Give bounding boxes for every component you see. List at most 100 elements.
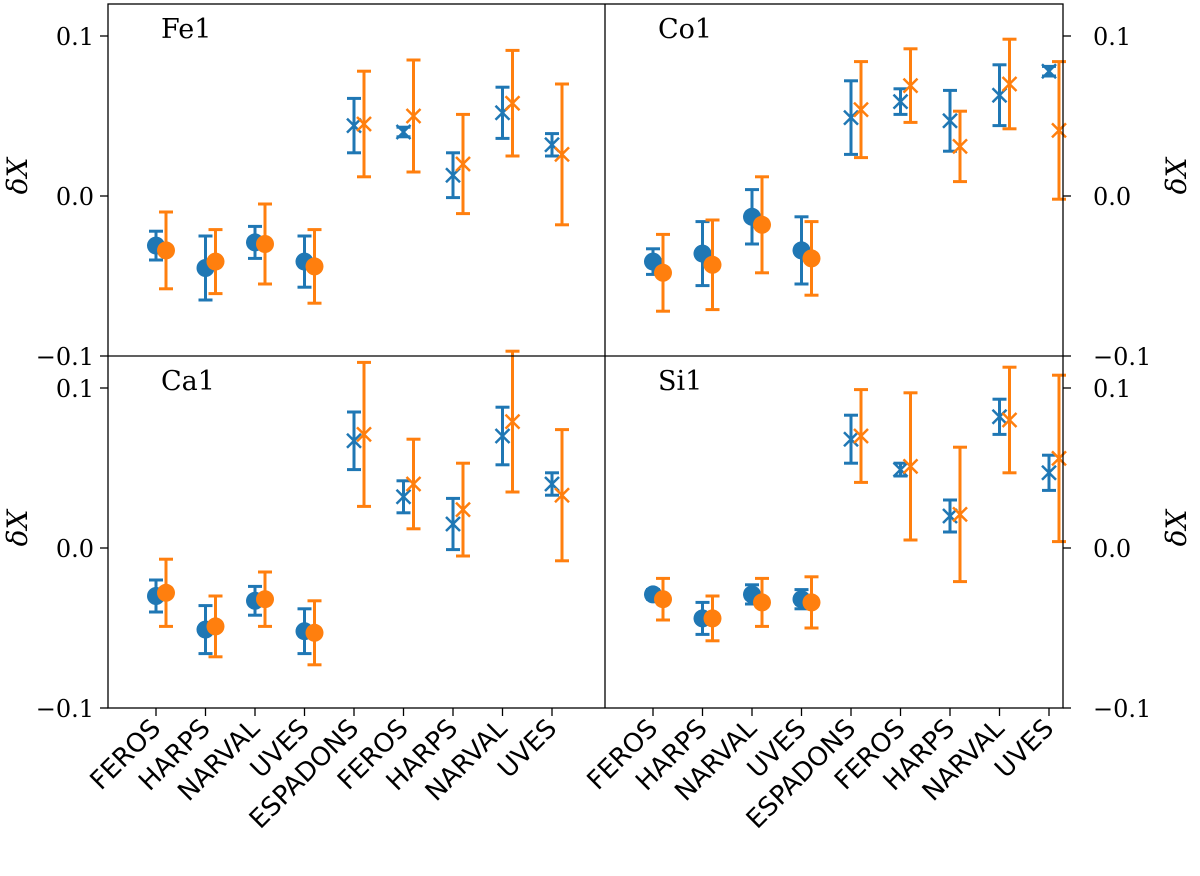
cross-marker-b <box>1041 63 1057 80</box>
circle-marker <box>802 593 821 612</box>
cross-marker-b <box>395 124 412 140</box>
y-axis-label-right: δX <box>1160 157 1193 195</box>
data-point <box>802 575 821 630</box>
cross-marker-b <box>504 413 521 430</box>
data-point <box>991 63 1008 128</box>
cross-marker-b <box>892 461 909 478</box>
cross-marker-b <box>991 408 1008 425</box>
data-point <box>654 232 672 313</box>
data-point <box>902 391 919 542</box>
cross-marker-b <box>346 117 362 134</box>
data-point <box>703 594 722 643</box>
circle-marker <box>305 623 324 642</box>
y-tick-label-right: 0.1 <box>1093 375 1131 403</box>
data-point <box>206 594 225 659</box>
cross-marker-b <box>405 108 422 124</box>
panel-label: Fe1 <box>161 14 211 45</box>
data-point <box>843 79 859 156</box>
data-point <box>693 220 712 288</box>
cross-marker-b <box>853 101 869 118</box>
cross-marker-b <box>843 431 859 448</box>
cross-marker-b <box>554 146 570 163</box>
circle-marker <box>305 257 324 276</box>
panels-layer: Fe1 Co1 Ca1 Si1 <box>147 14 1067 667</box>
data-point <box>753 175 771 275</box>
series-blue <box>147 85 560 302</box>
data-point <box>455 112 471 216</box>
data-point <box>544 132 560 158</box>
cross-marker-b <box>395 488 412 505</box>
data-point <box>952 445 968 584</box>
x-tick-label: UVES <box>989 714 1060 785</box>
data-point <box>952 109 968 184</box>
data-point <box>305 599 324 667</box>
data-point <box>554 82 570 227</box>
cross-marker-b <box>455 501 471 518</box>
cross-marker-b <box>356 426 372 443</box>
data-point <box>942 88 958 153</box>
data-point <box>405 58 422 174</box>
data-point <box>1051 60 1067 201</box>
data-point <box>892 87 909 116</box>
cross-marker-b <box>1051 122 1067 139</box>
y-tick-label-left: −0.1 <box>36 695 94 723</box>
data-point <box>753 576 771 628</box>
panel-fe1: Fe1 <box>147 14 570 305</box>
data-point <box>892 461 909 478</box>
data-point <box>902 47 919 124</box>
cross-marker-b <box>853 428 869 444</box>
circle-marker <box>157 241 175 260</box>
cross-marker-b <box>405 476 422 492</box>
cross-marker-b <box>1001 412 1018 428</box>
data-point <box>256 570 274 628</box>
data-point <box>1051 373 1067 544</box>
cross-marker-b <box>1041 464 1057 481</box>
circle-marker <box>654 263 672 282</box>
data-point <box>206 228 225 296</box>
data-point <box>654 576 672 622</box>
circle-marker <box>753 215 771 234</box>
data-point <box>445 496 461 552</box>
circle-marker <box>703 609 722 628</box>
series-orange <box>157 349 570 667</box>
y-tick-label-right: 0.0 <box>1093 183 1131 211</box>
data-point <box>405 437 422 531</box>
data-point <box>455 461 471 558</box>
cross-marker-b <box>445 516 461 532</box>
cross-marker-b <box>892 93 909 110</box>
y-tick-label-right: −0.1 <box>1093 695 1151 723</box>
y-axis-label-left: δX <box>1 157 34 195</box>
cross-marker-b <box>952 138 968 155</box>
data-point <box>802 220 821 297</box>
y-tick-label-left: 0.0 <box>56 535 94 563</box>
series-blue <box>147 405 560 656</box>
y-tick-label-left: 0.1 <box>56 375 94 403</box>
cross-marker-b <box>952 506 968 523</box>
data-point <box>1041 63 1057 80</box>
data-point <box>1041 453 1057 492</box>
panel-ca1: Ca1 <box>147 349 570 667</box>
y-tick-label-right: 0.0 <box>1093 535 1131 563</box>
series-orange <box>654 365 1067 643</box>
cross-marker-b <box>504 95 521 112</box>
data-point <box>494 85 511 140</box>
cross-marker-b <box>902 77 919 94</box>
data-point <box>346 410 362 472</box>
data-point <box>504 349 521 494</box>
panel-label: Co1 <box>658 14 712 45</box>
y-tick-label-left: −0.1 <box>36 343 94 371</box>
y-axis-label-left: δX <box>1 509 34 547</box>
circle-marker <box>206 617 225 636</box>
data-point <box>356 360 372 508</box>
cross-marker-b <box>1051 450 1067 467</box>
y-axis-label-right: δX <box>1160 509 1193 547</box>
data-point <box>1001 365 1018 475</box>
cross-marker-b <box>544 136 560 153</box>
circle-marker <box>802 249 821 268</box>
series-orange <box>654 37 1067 313</box>
data-point <box>504 48 521 158</box>
data-point <box>942 498 958 534</box>
circle-marker <box>157 583 175 602</box>
data-point <box>554 428 570 563</box>
